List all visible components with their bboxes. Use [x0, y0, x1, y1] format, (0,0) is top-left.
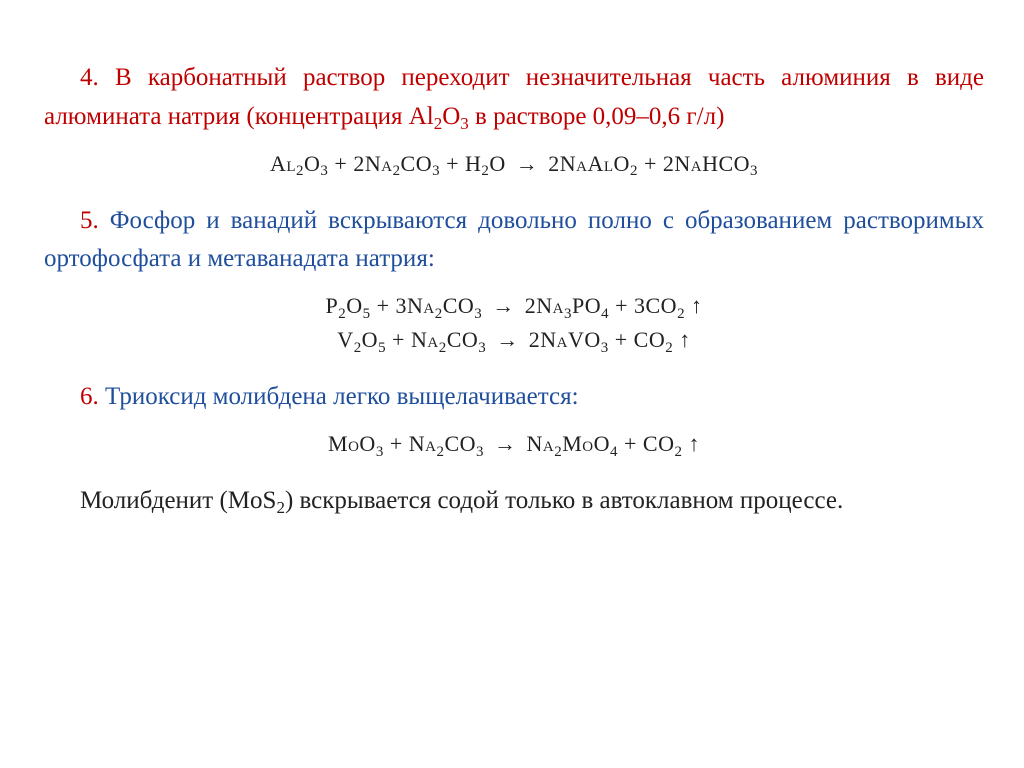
item-6-body: Триоксид молибдена легко выщелачивается: — [99, 383, 579, 410]
equation-al2o3: Al2O3 + 2Na2CO3 + H2O → 2NaAlO2 + 2NaHCO… — [270, 151, 758, 177]
equation-moo3: MoO3 + Na2CO3 → Na2MoO4 + CO2↑ — [328, 431, 700, 457]
item-4-equation: Al2O3 + 2Na2CO3 + H2O → 2NaAlO2 + 2NaHCO… — [44, 151, 984, 177]
slide-content: 4. В карбонатный раствор переходит незна… — [0, 0, 1024, 555]
closing-a: Молибденит (MoS — [80, 487, 276, 514]
item-4-text: 4. В карбонатный раствор переходит незна… — [44, 59, 984, 137]
item-4-body-b: в растворе 0,09–0,6 г/л) — [469, 103, 725, 130]
item-6-text: 6. Триоксид молибдена легко выщелачивает… — [44, 378, 984, 417]
item-5-body: Фосфор и ванадий вскрываются довольно по… — [44, 207, 984, 273]
item-4-chem: 2O3 — [434, 103, 469, 130]
equation-v2o5: V2O5 + Na2CO3 → 2NaVO3 + CO2↑ — [337, 327, 690, 353]
item-5-text: 5. Фосфор и ванадий вскрываются довольно… — [44, 202, 984, 280]
item-6-number: 6. — [80, 383, 99, 410]
item-5-equation-2: V2O5 + Na2CO3 → 2NaVO3 + CO2↑ — [44, 327, 984, 353]
closing-text: Молибденит (MoS2) вскрывается содой толь… — [44, 482, 984, 521]
item-5-number: 5. — [80, 207, 99, 234]
item-5-equation-1: P2O5 + 3Na2CO3 → 2Na3PO4 + 3CO2↑ — [44, 293, 984, 319]
closing-b: ) вскрывается содой только в автоклавном… — [285, 487, 843, 514]
item-6-equation: MoO3 + Na2CO3 → Na2MoO4 + CO2↑ — [44, 431, 984, 457]
equation-p2o5: P2O5 + 3Na2CO3 → 2Na3PO4 + 3CO2↑ — [325, 293, 702, 319]
item-4-number: 4. — [80, 64, 99, 91]
